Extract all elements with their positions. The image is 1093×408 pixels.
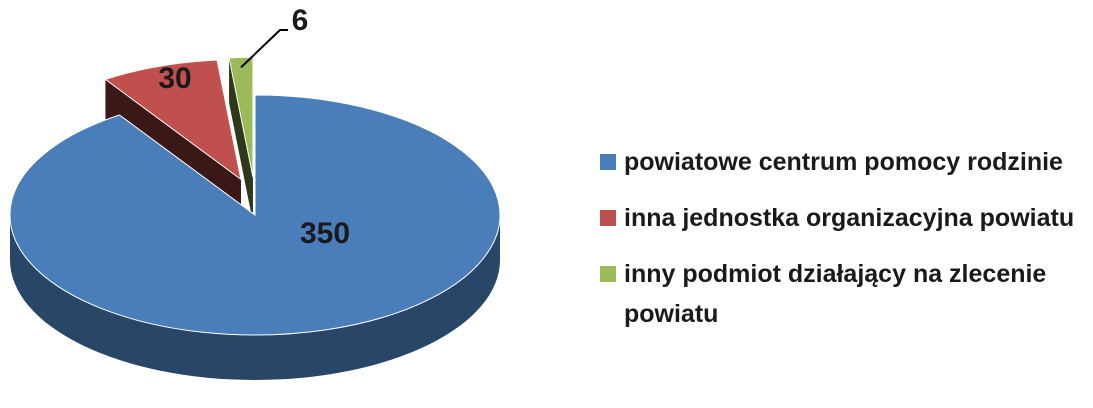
legend-item: inny podmiot działający na zlecenie powi…: [600, 254, 1080, 334]
slice-wall: [229, 57, 253, 223]
legend-item: inna jednostka organizacyjna powiatu: [600, 198, 1080, 238]
slice-tops: [9, 56, 501, 336]
leader-line: [240, 29, 288, 69]
legend-swatch: [600, 266, 616, 282]
slice: [9, 94, 501, 336]
data-label: 30: [158, 62, 191, 95]
data-label: 350: [300, 217, 350, 250]
legend-item: powiatowe centrum pomocy rodzinie: [600, 142, 1080, 182]
legend-swatch: [600, 210, 616, 226]
chart: 350 30 6: [9, 4, 501, 380]
slice-side: [10, 215, 500, 380]
legend-label: inny podmiot działający na zlecenie powi…: [624, 260, 1047, 328]
data-label: 6: [292, 4, 309, 37]
slice-sides: [10, 215, 500, 380]
legend: powiatowe centrum pomocy rodzinie inna je…: [600, 142, 1080, 350]
legend-label: powiatowe centrum pomocy rodzinie: [624, 148, 1063, 176]
legend-swatch: [600, 154, 616, 170]
slice: [104, 59, 242, 181]
legend-label: inna jednostka organizacyjna powiatu: [624, 204, 1075, 232]
